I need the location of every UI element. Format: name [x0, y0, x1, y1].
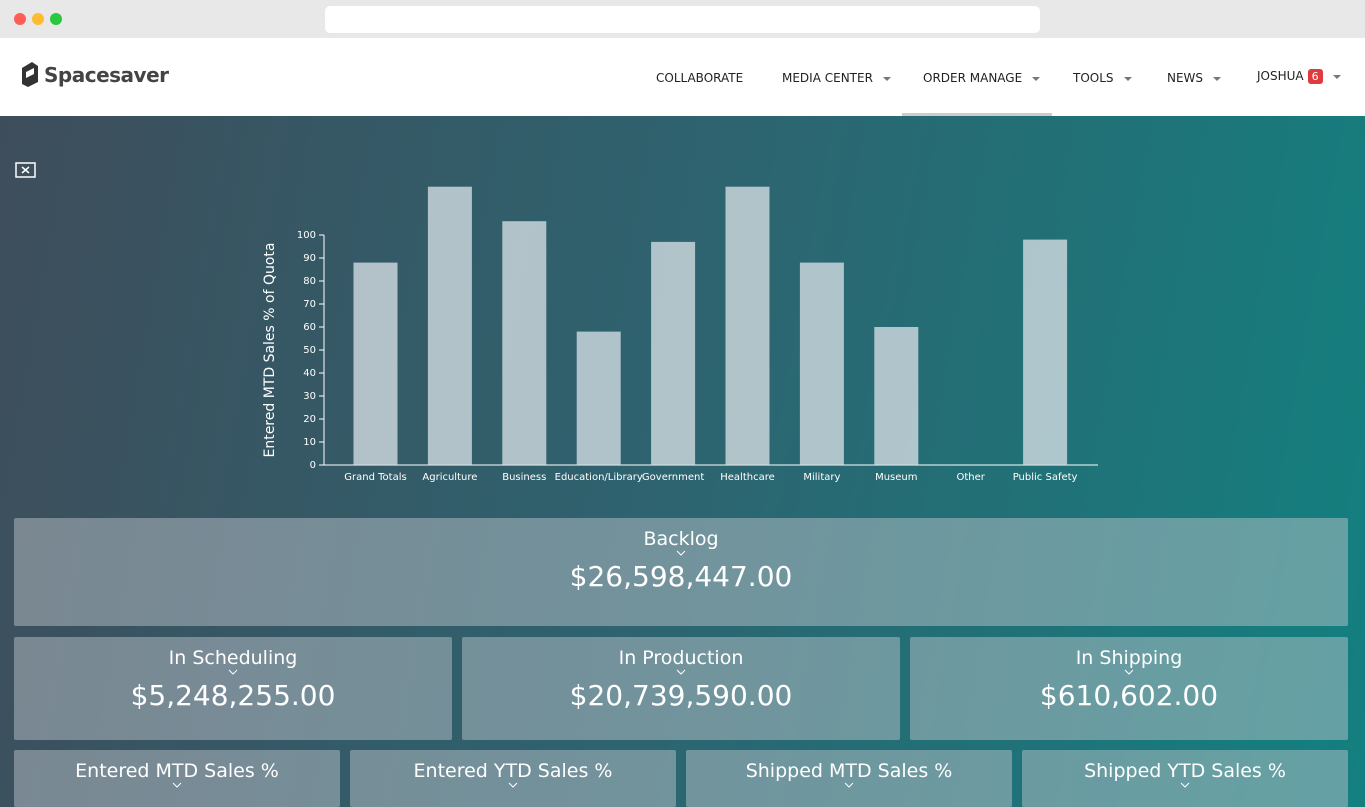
y-tick-label: 90	[303, 253, 316, 264]
y-tick-label: 20	[303, 414, 316, 425]
bar	[353, 262, 398, 465]
card-value: $5,248,255.00	[130, 679, 336, 712]
x-tick-label: Other	[956, 472, 985, 483]
bar	[576, 331, 621, 465]
card-title: In Shipping	[1075, 647, 1183, 669]
card[interactable]: Entered MTD Sales %	[14, 750, 340, 807]
y-tick-label: 0	[310, 460, 316, 471]
url-bar[interactable]	[325, 6, 1040, 33]
nav-label: JOSHUA	[1257, 69, 1304, 83]
navbar: Spacesaver COLLABORATE MEDIA CENTER ORDE…	[0, 38, 1365, 116]
card-value: $610,602.00	[1039, 679, 1219, 712]
y-tick-label: 10	[303, 437, 316, 448]
card[interactable]: In Production $20,739,590.00	[462, 637, 900, 740]
nav-item[interactable]: NEWS	[1167, 71, 1222, 85]
chevron	[1124, 669, 1134, 675]
bar	[725, 186, 770, 465]
card[interactable]: In Scheduling $5,248,255.00	[14, 637, 452, 740]
y-tick-label: 50	[303, 345, 316, 356]
bar	[502, 221, 547, 465]
y-tick-label: 100	[297, 230, 316, 241]
card[interactable]: Shipped MTD Sales %	[686, 750, 1012, 807]
x-tick-label: Education/Library	[555, 472, 643, 483]
nav-item[interactable]: MEDIA CENTER	[782, 71, 891, 85]
nav-label: NEWS	[1167, 71, 1204, 85]
nav-item[interactable]: COLLABORATE	[656, 71, 743, 85]
chevron	[228, 669, 238, 675]
y-axis-label: Entered MTD Sales % of Quota	[262, 242, 278, 457]
bar	[1023, 239, 1068, 465]
x-tick-label: Military	[803, 472, 840, 483]
close-icon[interactable]	[15, 162, 36, 178]
x-tick-label: Agriculture	[422, 472, 477, 483]
bar	[874, 327, 919, 465]
y-tick-label: 30	[303, 391, 316, 402]
nav-item[interactable]: TOOLS	[1073, 71, 1132, 85]
y-tick-label: 60	[303, 322, 316, 333]
min-dot[interactable]	[32, 13, 44, 25]
card-title: Entered YTD Sales %	[413, 760, 613, 782]
x-tick-label: Government	[642, 472, 704, 483]
x-tick-label: Grand Totals	[344, 472, 406, 483]
max-dot[interactable]	[50, 13, 62, 25]
browser-chrome	[0, 0, 1365, 38]
chevron	[844, 782, 854, 788]
card[interactable]: Entered YTD Sales %	[350, 750, 676, 807]
chevron	[1180, 782, 1190, 788]
x-tick-label: Public Safety	[1013, 472, 1078, 483]
card-title: In Scheduling	[168, 647, 298, 669]
nav-item[interactable]: ORDER MANAGE	[923, 71, 1041, 85]
chevron	[676, 550, 686, 556]
x-tick-label: Museum	[875, 472, 917, 483]
card[interactable]: Shipped YTD Sales %	[1022, 750, 1348, 807]
x-tick-label: Business	[502, 472, 546, 483]
bar	[651, 241, 696, 465]
nav-label: ORDER MANAGE	[923, 71, 1023, 85]
close-dot[interactable]	[14, 13, 26, 25]
nav-label: COLLABORATE	[656, 71, 744, 85]
nav-label: MEDIA CENTER	[782, 71, 873, 85]
nav-label: TOOLS	[1073, 71, 1114, 85]
card-title: Backlog	[643, 528, 719, 550]
y-tick-label: 40	[303, 368, 316, 379]
x-tick-label: Healthcare	[720, 472, 775, 483]
card-title: Shipped MTD Sales %	[745, 760, 953, 782]
bar	[799, 262, 844, 465]
card-value: $26,598,447.00	[569, 560, 793, 593]
chevron	[172, 782, 182, 788]
card[interactable]: In Shipping $610,602.00	[910, 637, 1348, 740]
badge: 6	[1307, 69, 1323, 84]
y-tick-label: 80	[303, 276, 316, 287]
active-underline	[902, 113, 1052, 116]
logo-icon	[22, 62, 38, 87]
logo[interactable]: Spacesaver	[44, 63, 169, 87]
dashboard: Entered MTD Sales % of Quota 0 10 20 30 40 50…	[0, 116, 1365, 807]
chart: Entered MTD Sales % of Quota 0 10 20 30 40 50…	[15, 162, 1098, 483]
chevron	[676, 669, 686, 675]
card-title: In Production	[618, 647, 744, 669]
chevron	[508, 782, 518, 788]
card-title: Entered MTD Sales %	[75, 760, 279, 782]
card-value: $20,739,590.00	[569, 679, 793, 712]
bar	[427, 186, 472, 465]
nav-item[interactable]: JOSHUA 6	[1257, 69, 1341, 84]
card[interactable]: Backlog $26,598,447.00	[14, 518, 1348, 626]
card-title: Shipped YTD Sales %	[1084, 760, 1286, 782]
y-tick-label: 70	[303, 299, 316, 310]
